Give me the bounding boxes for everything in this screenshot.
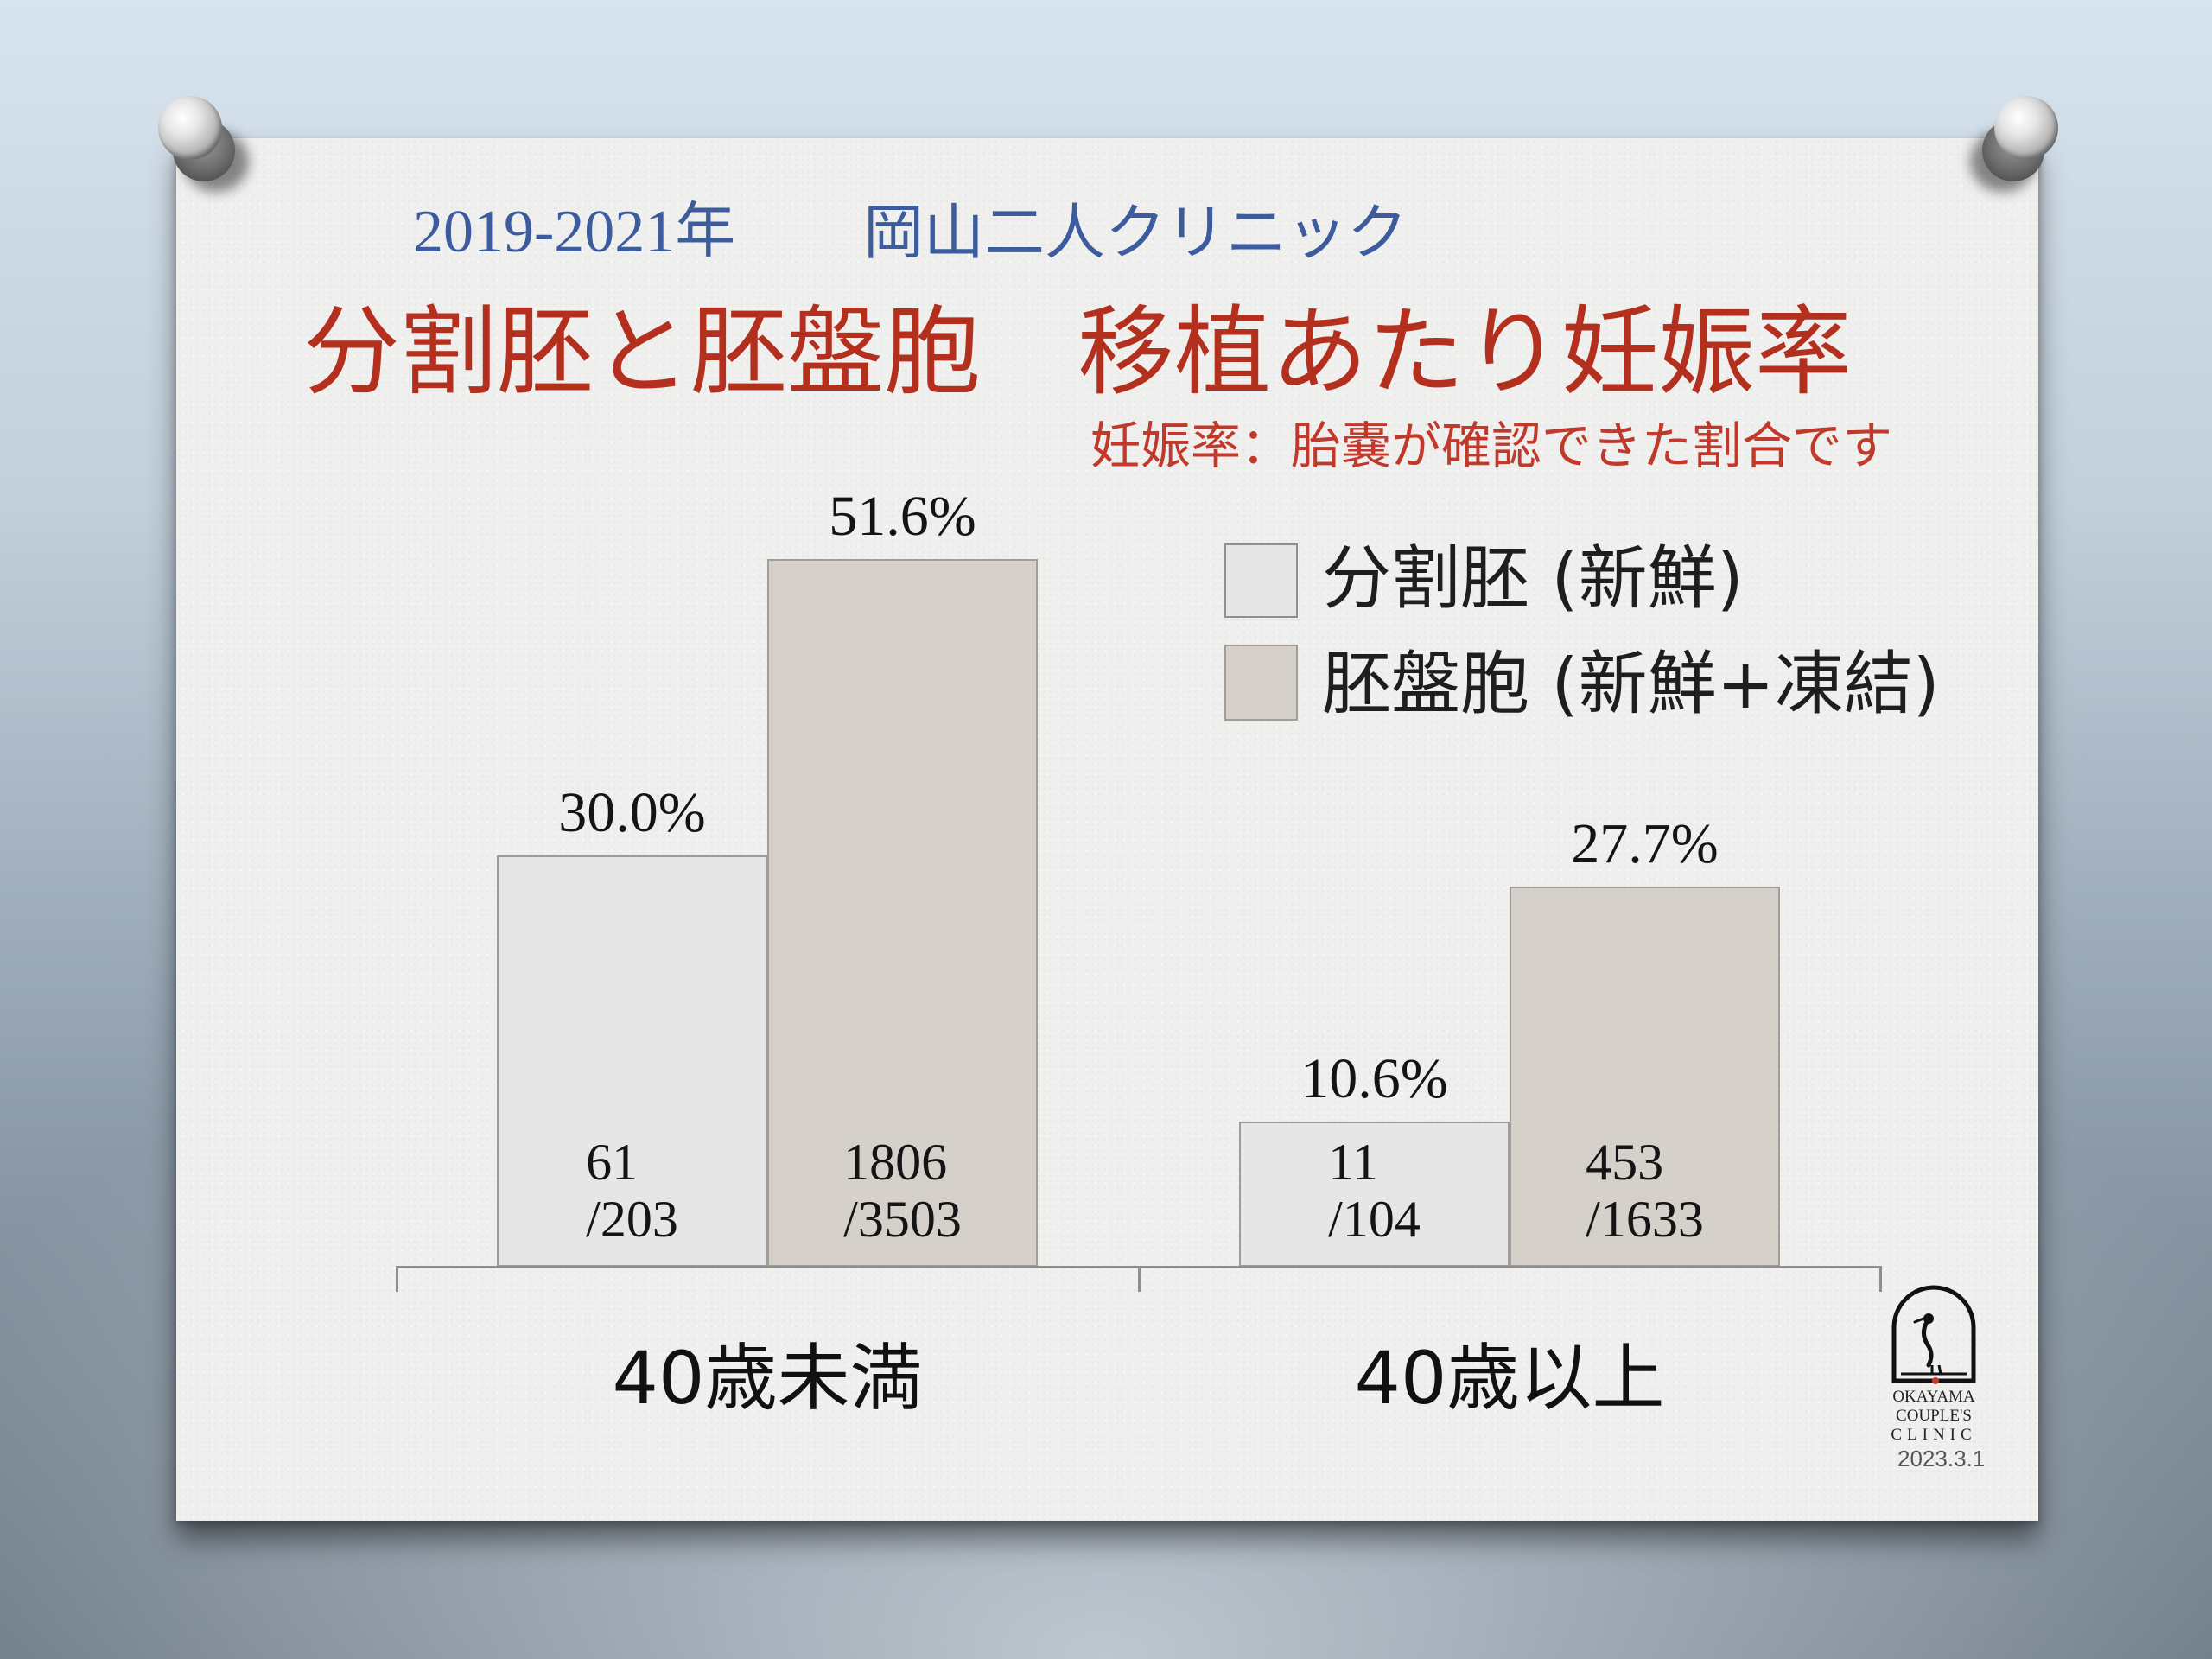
count-numerator: 11 xyxy=(1328,1134,1378,1191)
bar-value-label: 27.7% xyxy=(1571,812,1719,876)
bar-count-label: 61 /203 xyxy=(586,1134,678,1248)
slide-subtitle: 妊娠率：胎嚢が確認できた割合です xyxy=(1090,416,1893,475)
count-denominator: /203 xyxy=(586,1191,678,1248)
legend-swatch xyxy=(1224,645,1298,721)
legend-swatch xyxy=(1224,543,1298,618)
x-axis-tick xyxy=(396,1266,398,1292)
clinic-logo-crane-icon xyxy=(1891,1285,1976,1384)
count-numerator: 453 xyxy=(1586,1134,1664,1191)
bar-value-label: 30.0% xyxy=(558,780,706,844)
count-denominator: /1633 xyxy=(1586,1191,1704,1248)
legend-label: 胚盤胞 (新鮮+凍結) xyxy=(1322,644,1940,724)
category-label: 40歳以上 xyxy=(1354,1336,1665,1421)
x-axis-tick xyxy=(1138,1266,1141,1292)
logo-text: COUPLE'S xyxy=(1896,1407,1972,1425)
x-axis-tick xyxy=(1879,1266,1882,1292)
logo-text: OKAYAMA xyxy=(1892,1388,1975,1406)
category-label: 40歳未満 xyxy=(612,1336,923,1421)
count-denominator: /104 xyxy=(1328,1191,1421,1248)
bar xyxy=(767,559,1038,1267)
paper-sheet xyxy=(176,138,2038,1521)
count-numerator: 1806 xyxy=(843,1134,948,1191)
bar xyxy=(497,855,767,1267)
slide-title: 分割胚と胚盤胞 移植あたり妊娠率 xyxy=(303,296,1852,409)
legend-label: 分割胚 (新鮮) xyxy=(1322,538,1744,619)
bar xyxy=(1510,887,1780,1267)
slide-date: 2023.3.1 xyxy=(1897,1446,1986,1471)
logo-text: CLINIC xyxy=(1891,1426,1977,1444)
bar-count-label: 11 /104 xyxy=(1328,1134,1421,1248)
count-denominator: /3503 xyxy=(843,1191,962,1248)
bar-count-label: 1806 /3503 xyxy=(843,1134,962,1248)
count-numerator: 61 xyxy=(586,1134,639,1191)
header-clinic-name: 岡山二人クリニック xyxy=(863,197,1408,268)
header-years: 2019-2021年 xyxy=(413,199,736,265)
bar xyxy=(1239,1121,1510,1267)
bar-value-label: 10.6% xyxy=(1300,1046,1448,1110)
bar-value-label: 51.6% xyxy=(829,485,976,549)
bar-count-label: 453 /1633 xyxy=(1586,1134,1704,1248)
